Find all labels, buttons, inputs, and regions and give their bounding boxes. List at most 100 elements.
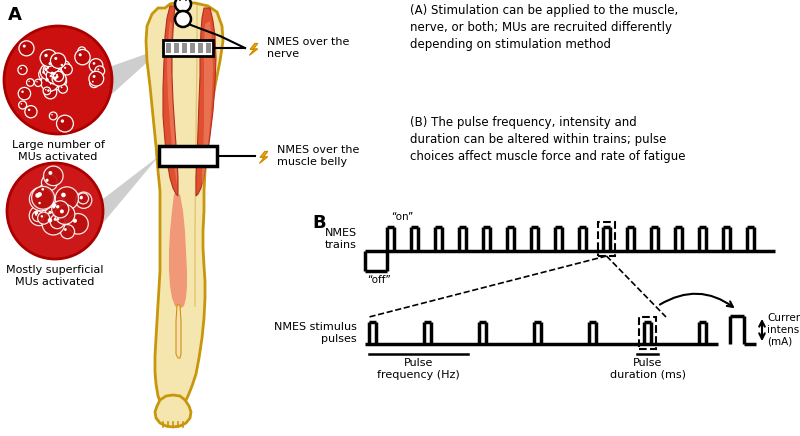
Circle shape bbox=[50, 75, 52, 77]
Circle shape bbox=[50, 215, 64, 228]
Circle shape bbox=[49, 62, 51, 65]
Circle shape bbox=[42, 212, 65, 235]
Circle shape bbox=[61, 193, 66, 197]
Circle shape bbox=[43, 63, 56, 76]
Bar bbox=[198, 43, 203, 53]
Circle shape bbox=[81, 196, 82, 198]
Circle shape bbox=[42, 188, 44, 191]
Circle shape bbox=[175, 0, 191, 12]
Circle shape bbox=[92, 81, 94, 82]
Circle shape bbox=[32, 186, 54, 209]
Polygon shape bbox=[176, 304, 181, 358]
Circle shape bbox=[50, 82, 51, 84]
Circle shape bbox=[38, 192, 42, 197]
Text: (B) The pulse frequency, intensity and
duration can be altered within trains; pu: (B) The pulse frequency, intensity and d… bbox=[410, 116, 686, 163]
Circle shape bbox=[44, 68, 47, 71]
Circle shape bbox=[51, 114, 53, 116]
Circle shape bbox=[49, 211, 51, 214]
Circle shape bbox=[49, 171, 52, 175]
Bar bbox=[598, 222, 615, 256]
Circle shape bbox=[50, 83, 51, 85]
Circle shape bbox=[60, 209, 64, 213]
Circle shape bbox=[73, 219, 77, 223]
Bar bbox=[182, 43, 187, 53]
Polygon shape bbox=[146, 2, 223, 412]
Circle shape bbox=[46, 179, 49, 182]
Circle shape bbox=[46, 78, 49, 82]
Circle shape bbox=[30, 206, 50, 226]
Text: (A) Stimulation can be applied to the muscle,
nerve, or both; MUs are recruited : (A) Stimulation can be applied to the mu… bbox=[410, 4, 678, 51]
Circle shape bbox=[35, 193, 40, 198]
Circle shape bbox=[78, 47, 86, 55]
Circle shape bbox=[35, 214, 37, 216]
Circle shape bbox=[61, 225, 74, 239]
Circle shape bbox=[44, 54, 48, 57]
Circle shape bbox=[18, 101, 26, 109]
Circle shape bbox=[54, 73, 64, 83]
Text: “on”: “on” bbox=[391, 212, 414, 222]
Circle shape bbox=[43, 166, 63, 186]
Circle shape bbox=[28, 109, 30, 111]
Circle shape bbox=[78, 193, 89, 204]
Circle shape bbox=[61, 64, 63, 66]
Circle shape bbox=[49, 72, 66, 90]
Circle shape bbox=[53, 72, 56, 75]
Circle shape bbox=[46, 68, 63, 84]
Circle shape bbox=[93, 62, 95, 65]
Circle shape bbox=[46, 72, 59, 84]
Circle shape bbox=[90, 59, 103, 72]
Circle shape bbox=[50, 112, 57, 120]
Text: NMES over the
muscle belly: NMES over the muscle belly bbox=[277, 145, 359, 167]
Circle shape bbox=[52, 201, 69, 218]
Circle shape bbox=[40, 64, 56, 80]
Circle shape bbox=[38, 212, 50, 224]
Circle shape bbox=[46, 198, 68, 219]
Polygon shape bbox=[112, 48, 163, 94]
Circle shape bbox=[61, 86, 62, 88]
Text: Mostly superficial
MUs activated: Mostly superficial MUs activated bbox=[6, 265, 104, 286]
Circle shape bbox=[42, 175, 58, 191]
Circle shape bbox=[89, 71, 104, 86]
Circle shape bbox=[47, 89, 50, 92]
Text: “off”: “off” bbox=[367, 275, 390, 285]
FancyBboxPatch shape bbox=[159, 146, 217, 166]
Circle shape bbox=[45, 207, 60, 222]
Text: Pulse
duration (ms): Pulse duration (ms) bbox=[610, 358, 686, 380]
Polygon shape bbox=[196, 8, 216, 196]
Circle shape bbox=[30, 187, 53, 211]
Circle shape bbox=[43, 87, 50, 95]
Text: Current
intensity
(mA): Current intensity (mA) bbox=[767, 313, 800, 347]
Circle shape bbox=[54, 218, 57, 221]
Circle shape bbox=[45, 89, 46, 91]
Text: A: A bbox=[8, 6, 22, 24]
Circle shape bbox=[58, 61, 70, 73]
Circle shape bbox=[49, 202, 63, 216]
Circle shape bbox=[93, 75, 95, 78]
Circle shape bbox=[54, 57, 58, 60]
Circle shape bbox=[22, 91, 24, 93]
Circle shape bbox=[41, 215, 43, 218]
Circle shape bbox=[68, 214, 88, 234]
Bar bbox=[174, 43, 179, 53]
Circle shape bbox=[80, 49, 82, 51]
Text: Pulse
frequency (Hz): Pulse frequency (Hz) bbox=[377, 358, 460, 380]
Circle shape bbox=[175, 11, 191, 27]
Polygon shape bbox=[103, 156, 159, 223]
Circle shape bbox=[40, 50, 57, 67]
Text: B: B bbox=[312, 214, 326, 232]
Polygon shape bbox=[250, 44, 258, 55]
Circle shape bbox=[41, 74, 58, 92]
Circle shape bbox=[62, 64, 72, 75]
Text: NMES
trains: NMES trains bbox=[325, 228, 357, 250]
Circle shape bbox=[58, 84, 67, 93]
Circle shape bbox=[22, 44, 26, 48]
Bar bbox=[639, 317, 656, 349]
Circle shape bbox=[48, 80, 56, 89]
Circle shape bbox=[34, 211, 38, 215]
Circle shape bbox=[45, 58, 60, 73]
Circle shape bbox=[55, 187, 78, 210]
Circle shape bbox=[98, 68, 99, 70]
Circle shape bbox=[54, 76, 57, 80]
Circle shape bbox=[49, 68, 64, 83]
Circle shape bbox=[64, 228, 66, 231]
